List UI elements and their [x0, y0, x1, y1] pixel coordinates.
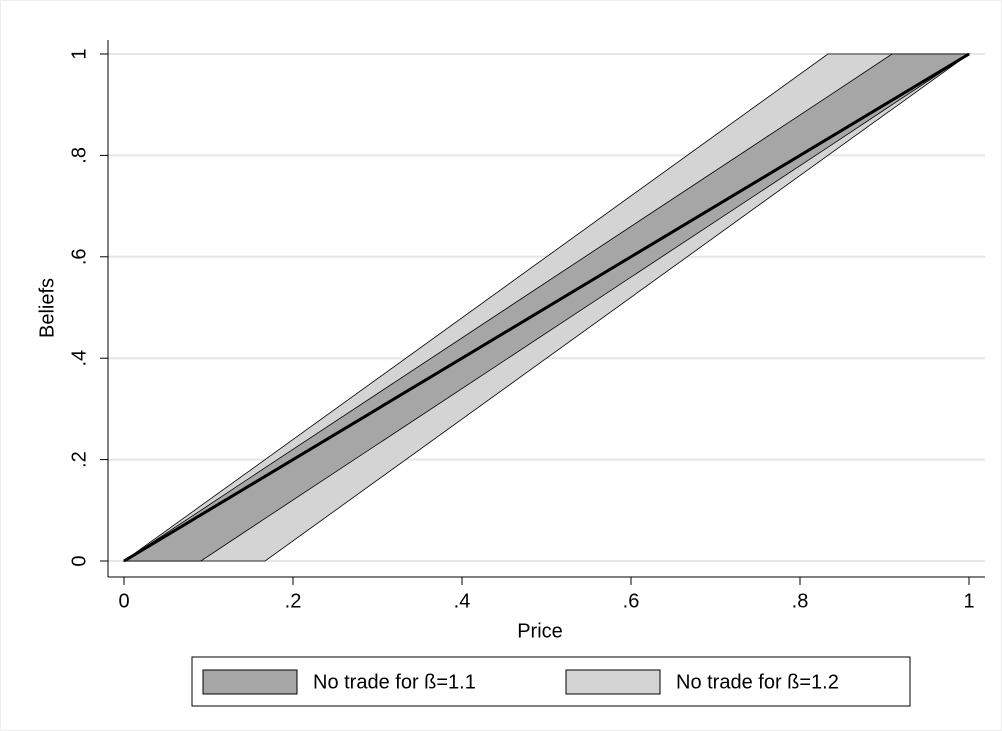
y-tick-label: 0: [68, 555, 90, 566]
legend-swatch: [202, 669, 298, 695]
y-tick-label: .6: [68, 248, 90, 265]
x-tick-label: .6: [623, 590, 640, 612]
y-tick-label: .4: [68, 350, 90, 367]
legend-label: No trade for ß=1.1: [313, 671, 476, 693]
y-tick-label: .2: [68, 451, 90, 468]
diagonal-line: [123, 52, 970, 563]
x-tick-label: .8: [792, 590, 809, 612]
y-axis-label: Beliefs: [36, 278, 58, 338]
legend: [191, 656, 911, 707]
x-axis-label: Price: [517, 620, 563, 642]
legend-swatch: [565, 669, 661, 695]
x-tick-label: .4: [454, 590, 471, 612]
x-tick-label: 1: [963, 590, 974, 612]
x-tick-label: .2: [285, 590, 302, 612]
x-tick-label: 0: [118, 590, 129, 612]
y-tick-label: .8: [68, 147, 90, 164]
legend-label: No trade for ß=1.2: [676, 671, 839, 693]
y-tick-label: 1: [68, 48, 90, 59]
